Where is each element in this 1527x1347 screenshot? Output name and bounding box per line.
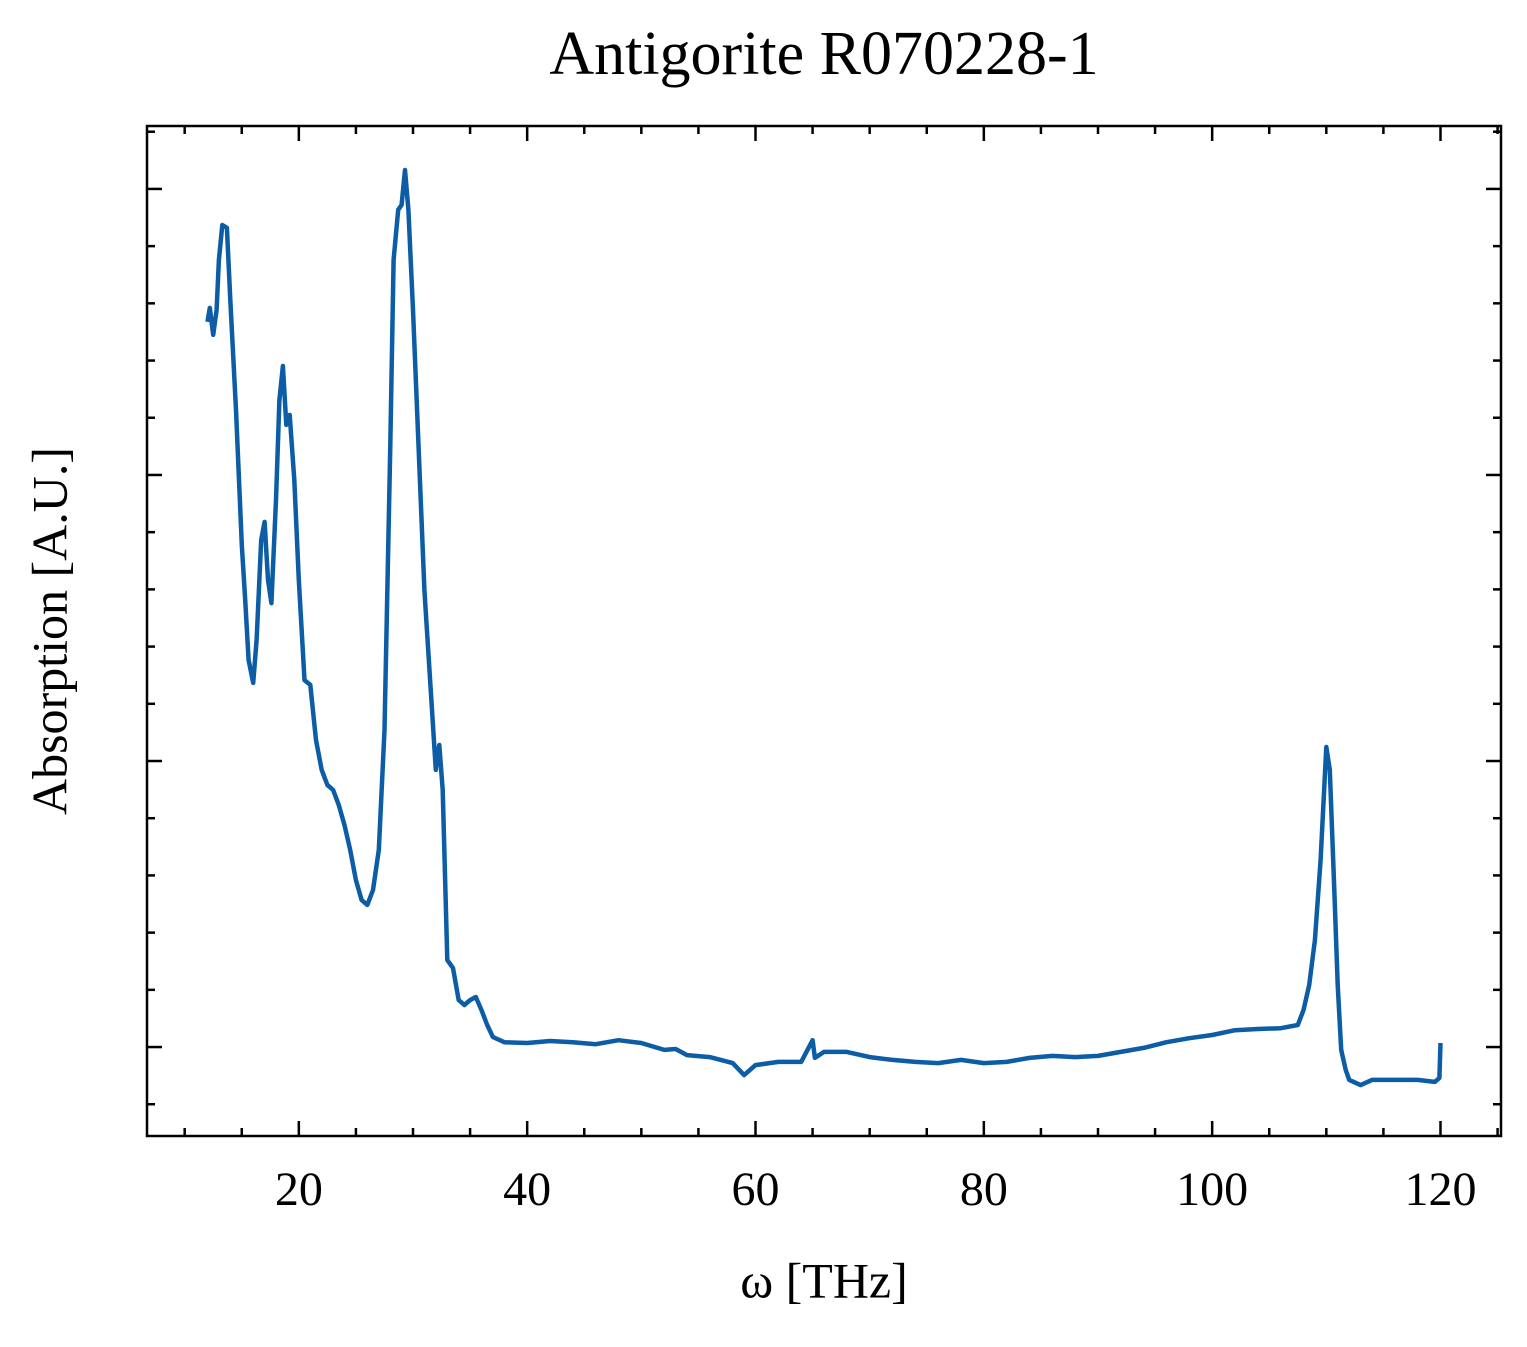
x-tick-label: 100 [1176,1163,1248,1216]
x-axis-label: ω [THz] [740,1252,908,1308]
chart-title: Antigorite R070228-1 [549,20,1098,88]
x-tick-label: 120 [1404,1163,1476,1216]
plot-frame [145,124,1503,1138]
x-tick-label: 60 [732,1163,780,1216]
y-axis-label: Absorption [A.U.] [21,447,77,815]
data-line [205,167,1443,1088]
x-tick-label: 80 [960,1163,1008,1216]
x-tick-label: 40 [503,1163,551,1216]
x-tick-label: 20 [275,1163,323,1216]
